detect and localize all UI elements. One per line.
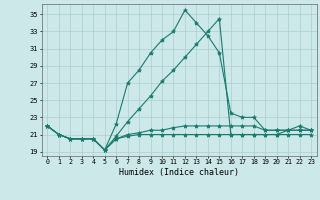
X-axis label: Humidex (Indice chaleur): Humidex (Indice chaleur) <box>119 168 239 177</box>
